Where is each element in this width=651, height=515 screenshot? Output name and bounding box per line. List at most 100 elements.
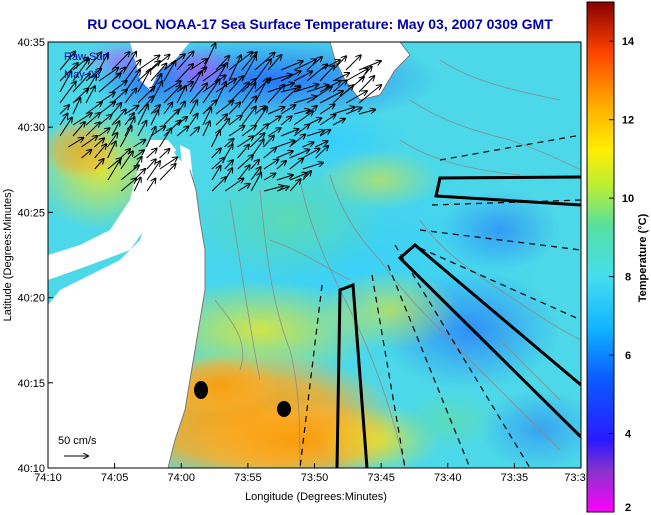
current-vector [293,59,316,71]
current-vector [163,110,179,126]
current-vector [332,107,355,115]
current-vector [59,105,69,115]
current-vector [85,113,100,126]
current-vector [111,109,126,126]
current-vector [250,167,261,181]
current-vector [289,134,305,148]
current-vector [59,114,68,126]
current-vector [202,79,220,104]
current-vector [224,160,233,170]
current-vector [72,59,89,82]
current-vector [145,127,155,148]
x-axis-label: Longitude (Degrees:Minutes) [245,491,387,503]
current-vector [250,160,259,170]
x-tick-label: 73:40 [434,472,462,484]
current-vector [72,113,92,126]
current-vector [163,81,181,93]
current-vector [302,142,313,148]
y-tick-label: 40:25 [17,207,45,219]
current-vector [159,157,178,170]
current-vector [280,61,303,71]
current-vector [137,121,146,137]
current-vector [137,87,155,104]
current-vector [289,158,303,170]
current-vector [345,69,368,82]
current-vector [120,151,133,170]
overlay-text-line1: Raw Surf [64,51,110,63]
current-vector [319,91,343,104]
colorbar-tick-label: 4 [625,429,632,441]
current-vector [211,149,221,159]
current-vector [124,52,136,71]
current-vector [159,149,170,159]
current-vector [237,136,253,148]
overlay-text-line2: May 03 [64,69,100,81]
current-vector [293,96,316,104]
current-vector [124,113,134,126]
current-vector [107,142,116,159]
colorbar [586,1,615,513]
current-vector [264,186,283,192]
x-tick-label: 74:05 [101,472,129,484]
current-vector [345,108,362,115]
current-vector [137,69,150,93]
current-vector [202,108,211,126]
current-vector [85,122,100,137]
colorbar-label: Temperature (°C) [637,213,649,302]
current-vector [159,164,176,181]
current-vector [189,114,198,126]
current-vector [176,52,194,71]
current-vector [241,96,256,115]
current-vector [358,85,381,104]
current-vector [302,149,320,159]
current-vector [81,136,97,148]
current-vector [241,83,256,104]
colorbar-tick-label: 6 [625,350,631,362]
current-vector [176,64,193,82]
current-vector [133,150,144,159]
x-axis-ticks: 74:10 74:05 74:00 73:55 73:50 73:45 73:40 73:35… [34,463,586,484]
current-vector [319,65,334,82]
current-vector [254,53,275,71]
current-vector [59,52,75,71]
x-tick-label: 73:55 [234,472,262,484]
current-vector [124,60,141,82]
current-vector [163,86,181,104]
current-vector [276,151,293,159]
current-vector [267,85,284,104]
y-tick-label: 40:30 [17,122,45,134]
current-vector [215,101,233,115]
current-vector [202,121,210,137]
current-vector [293,110,309,115]
sst-plot-area: Raw Surf May 03 50 cm/s [48,42,581,468]
y-axis-label: Latitude (Degrees:Minutes) [2,189,14,322]
current-vector [211,177,226,192]
current-vector [358,110,375,115]
current-vector [289,150,310,159]
station-marker [277,401,291,417]
current-vector [306,85,329,93]
current-vector [158,128,171,148]
current-vector [319,115,336,126]
current-vector [332,80,347,93]
current-vector [254,59,271,82]
current-vector [215,114,227,126]
current-vector [306,57,322,71]
current-vector [124,106,138,115]
current-vector [210,130,220,148]
current-vector [345,55,361,71]
current-vector [72,122,85,137]
current-vector [263,160,279,170]
current-vector [224,178,243,192]
current-vector [202,44,215,71]
current-vector [293,125,309,137]
current-vector [228,102,240,115]
current-vector [85,52,101,71]
current-vector [254,107,267,126]
vector-scale-label: 50 cm/s [58,435,97,447]
current-vector [150,110,158,126]
current-vector [98,128,110,137]
current-vector [189,100,197,115]
current-vector [306,87,332,104]
